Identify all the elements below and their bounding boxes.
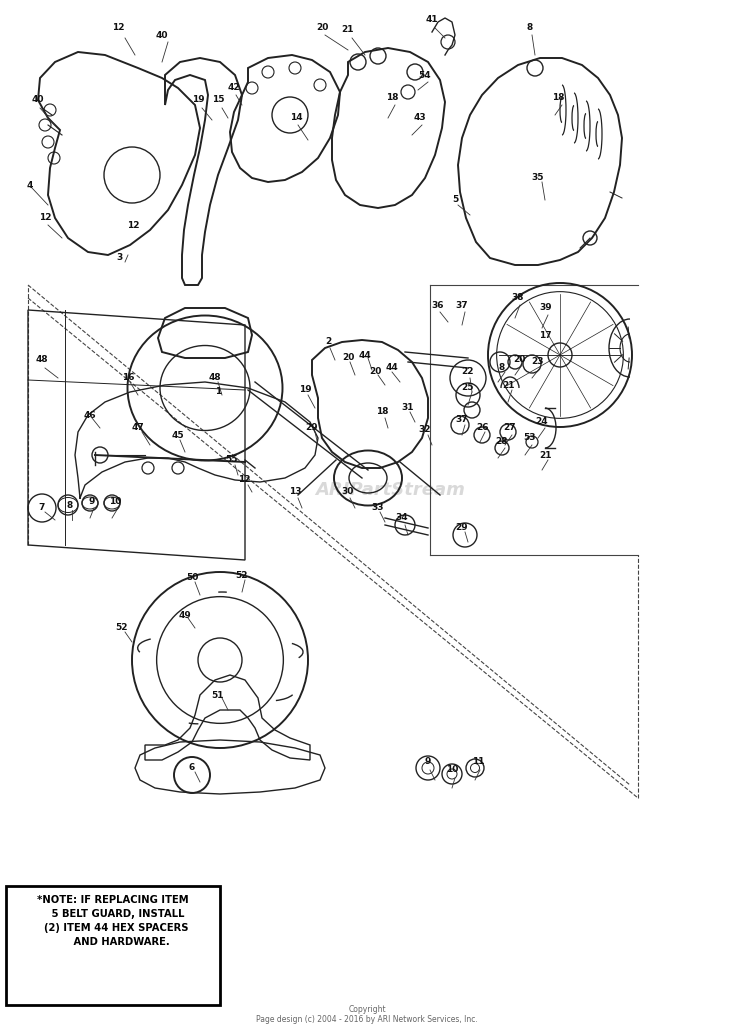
FancyBboxPatch shape	[6, 886, 220, 1005]
Text: 55: 55	[226, 456, 238, 464]
Text: 10: 10	[109, 497, 121, 506]
Text: 18: 18	[376, 407, 388, 417]
Text: *NOTE: IF REPLACING ITEM
   5 BELT GUARD, INSTALL
  (2) ITEM 44 HEX SPACERS
    : *NOTE: IF REPLACING ITEM 5 BELT GUARD, I…	[37, 895, 189, 947]
Text: 20: 20	[316, 24, 329, 33]
Text: 12: 12	[126, 220, 139, 229]
Text: 21: 21	[503, 381, 515, 390]
Text: 9: 9	[425, 757, 431, 767]
Text: 8: 8	[527, 24, 533, 33]
Text: 25: 25	[462, 384, 474, 392]
Text: 44: 44	[359, 351, 371, 359]
Text: 31: 31	[402, 403, 415, 413]
Text: 20: 20	[513, 355, 526, 364]
Text: 29: 29	[306, 424, 318, 432]
Text: 16: 16	[122, 374, 135, 383]
Text: 17: 17	[539, 330, 551, 340]
Text: 52: 52	[236, 570, 248, 579]
Text: 33: 33	[372, 503, 384, 512]
Text: Copyright
Page design (c) 2004 - 2016 by ARI Network Services, Inc.: Copyright Page design (c) 2004 - 2016 by…	[256, 1005, 478, 1025]
Text: 15: 15	[212, 96, 224, 105]
Text: 27: 27	[503, 424, 516, 432]
Text: 22: 22	[462, 367, 474, 377]
Text: 13: 13	[289, 488, 301, 497]
Text: 20: 20	[369, 367, 381, 377]
Text: 19: 19	[298, 386, 312, 394]
Text: 24: 24	[536, 418, 548, 426]
Text: 29: 29	[456, 524, 468, 532]
Text: ARIPartStream: ARIPartStream	[315, 481, 465, 499]
Text: 51: 51	[212, 690, 224, 700]
Text: 41: 41	[426, 15, 438, 25]
Text: 45: 45	[172, 430, 184, 439]
Text: 28: 28	[495, 437, 508, 447]
Text: 40: 40	[32, 96, 44, 105]
Text: 32: 32	[419, 426, 431, 434]
Text: 37: 37	[456, 300, 468, 310]
Text: 26: 26	[477, 424, 490, 432]
Text: 47: 47	[132, 424, 144, 432]
Text: 8: 8	[67, 500, 73, 509]
Text: 48: 48	[209, 374, 221, 383]
Text: 2: 2	[325, 338, 331, 347]
Text: 42: 42	[228, 83, 240, 93]
Text: 19: 19	[192, 96, 204, 105]
Text: 4: 4	[26, 180, 33, 189]
Text: 50: 50	[186, 573, 198, 582]
Text: 52: 52	[115, 624, 128, 633]
Text: 20: 20	[342, 354, 354, 362]
Text: 43: 43	[414, 113, 426, 122]
Text: 23: 23	[531, 357, 544, 366]
Text: 40: 40	[156, 31, 168, 39]
Text: 34: 34	[395, 513, 409, 523]
Text: 12: 12	[112, 24, 124, 33]
Text: 44: 44	[386, 363, 398, 372]
Text: 18: 18	[552, 94, 564, 103]
Text: 9: 9	[89, 497, 96, 506]
Text: 21: 21	[539, 451, 552, 460]
Text: 30: 30	[342, 488, 354, 497]
Text: 21: 21	[342, 26, 354, 35]
Text: 39: 39	[539, 304, 552, 313]
Text: 53: 53	[524, 433, 537, 442]
Text: 11: 11	[472, 757, 484, 767]
Text: 12: 12	[39, 213, 51, 222]
Text: 38: 38	[512, 293, 524, 303]
Text: 46: 46	[84, 411, 96, 420]
Text: 54: 54	[419, 71, 431, 79]
Text: 6: 6	[189, 764, 195, 773]
Text: 35: 35	[531, 174, 544, 182]
Text: 5: 5	[452, 196, 458, 205]
Text: 49: 49	[179, 610, 191, 619]
Text: 36: 36	[431, 300, 444, 310]
Text: 3: 3	[117, 253, 123, 262]
Text: 37: 37	[456, 416, 468, 425]
Text: 7: 7	[39, 503, 45, 512]
Text: 18: 18	[386, 94, 398, 103]
Text: 8: 8	[499, 363, 505, 372]
Text: 12: 12	[237, 475, 250, 485]
Text: 48: 48	[36, 355, 49, 364]
Text: 10: 10	[446, 766, 458, 775]
Text: 1: 1	[215, 388, 221, 396]
Text: 14: 14	[290, 113, 302, 122]
